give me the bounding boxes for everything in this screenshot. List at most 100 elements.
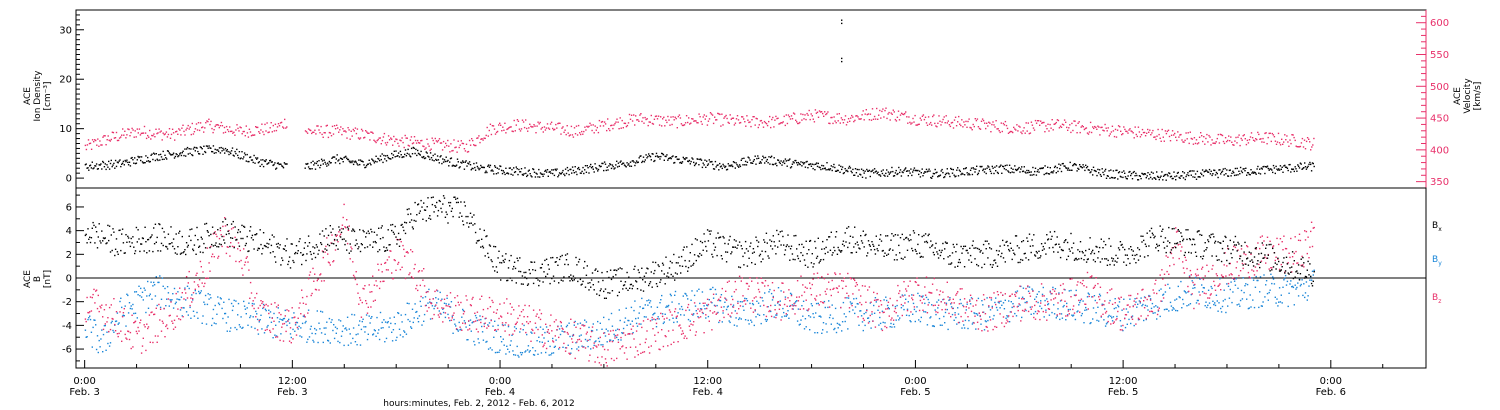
top-density-point	[280, 163, 282, 165]
bottom-by-point	[436, 302, 438, 304]
bottom-by-point	[793, 304, 795, 307]
top-velocity-point	[181, 127, 183, 129]
top-velocity-point	[1061, 123, 1064, 125]
top-velocity-point	[795, 119, 797, 121]
bottom-by-point	[736, 325, 738, 327]
bottom-bz-point	[371, 291, 373, 293]
top-velocity-point	[846, 121, 849, 123]
bottom-by-point	[906, 308, 909, 310]
top-velocity-point	[1266, 143, 1268, 145]
bottom-by-point	[515, 327, 517, 330]
bottom-by-point	[454, 323, 456, 325]
top-velocity-point	[1312, 144, 1314, 146]
bottom-by-point	[153, 284, 156, 286]
top-velocity-point	[601, 120, 604, 123]
bottom-by-point	[452, 332, 454, 334]
bottom-bz-point	[235, 260, 237, 263]
bottom-bz-point	[569, 353, 571, 355]
top-density-point	[449, 157, 452, 160]
bottom-by-point	[765, 320, 768, 322]
bottom-by-point	[1102, 303, 1104, 306]
bottom-by-point	[603, 332, 606, 334]
top-density-point	[237, 154, 239, 157]
top-density-point	[172, 152, 175, 154]
bottom-bz-point	[359, 297, 361, 299]
bottom-bz-point	[494, 329, 496, 331]
bottom-by-point	[1070, 289, 1072, 292]
top-density-point	[988, 166, 990, 168]
top-density-point	[242, 158, 244, 160]
top-velocity-point	[880, 117, 882, 119]
top-velocity-point	[380, 143, 382, 145]
top-density-point	[740, 159, 742, 161]
top-density-point	[544, 170, 546, 172]
bottom-by-point	[514, 354, 517, 356]
bottom-by-point	[1025, 309, 1027, 312]
top-density-point	[511, 168, 513, 171]
top-velocity-point	[783, 115, 785, 118]
bottom-by-point	[372, 334, 374, 336]
top-left-tick-label: 10	[59, 124, 72, 135]
bottom-by-point	[227, 316, 229, 318]
top-velocity-point	[747, 119, 749, 121]
bottom-by-point	[753, 324, 755, 327]
bottom-by-point	[561, 330, 563, 332]
top-density-point	[141, 161, 144, 163]
top-density-point	[882, 169, 884, 171]
top-velocity-point	[961, 119, 963, 121]
bottom-by-point	[658, 318, 660, 320]
bottom-by-point	[751, 302, 754, 305]
top-density-point	[1244, 170, 1246, 172]
bottom-bz-point	[510, 313, 512, 315]
bottom-bz-point	[426, 310, 428, 312]
top-density-point	[796, 162, 798, 164]
bottom-by-point	[502, 338, 504, 340]
top-density-point	[462, 161, 465, 163]
bottom-by-point	[619, 319, 621, 322]
top-velocity-point	[642, 117, 644, 119]
top-density-point	[284, 163, 286, 165]
bottom-by-point	[1187, 291, 1189, 293]
top-velocity-point	[537, 121, 539, 123]
top-density-point	[759, 161, 762, 163]
top-velocity-point	[1075, 124, 1077, 127]
bottom-by-point	[238, 324, 241, 326]
top-velocity-point	[1129, 128, 1131, 130]
top-velocity-point	[150, 138, 152, 140]
top-density-point	[1016, 169, 1019, 171]
bottom-by-point	[1148, 294, 1150, 297]
bottom-bz-point	[535, 315, 537, 317]
top-density-point	[131, 156, 133, 159]
bottom-by-point	[877, 309, 879, 311]
bottom-bz-point	[843, 277, 845, 279]
bottom-by-point	[955, 316, 957, 319]
bottom-by-point	[337, 340, 339, 343]
top-density-point	[558, 174, 560, 176]
top-density-point	[596, 168, 598, 170]
bottom-bz-point	[442, 307, 445, 309]
top-density-point	[108, 160, 110, 163]
top-velocity-point	[732, 117, 735, 119]
bottom-by-point	[1283, 279, 1285, 281]
top-velocity-point	[489, 123, 492, 125]
bottom-by-point	[1113, 307, 1115, 310]
bottom-by-point	[155, 276, 157, 278]
bottom-by-point	[670, 294, 672, 297]
bottom-by-point	[245, 313, 247, 315]
top-density-point	[1028, 171, 1031, 173]
bottom-by-point	[771, 299, 774, 301]
top-density-point	[338, 159, 340, 161]
top-velocity-point	[564, 129, 566, 131]
bottom-by-point	[496, 351, 498, 354]
bottom-bz-point	[124, 333, 126, 336]
top-velocity-point	[539, 121, 541, 124]
bottom-by-point	[385, 337, 388, 340]
bottom-by-point	[114, 320, 117, 323]
bottom-bz-point	[654, 340, 657, 342]
top-density-point	[970, 167, 973, 169]
bottom-bz-point	[687, 303, 690, 306]
bottom-bz-point	[842, 280, 845, 282]
top-velocity-point	[866, 113, 868, 116]
top-velocity-point	[1252, 139, 1255, 141]
top-velocity-point	[1255, 138, 1257, 140]
